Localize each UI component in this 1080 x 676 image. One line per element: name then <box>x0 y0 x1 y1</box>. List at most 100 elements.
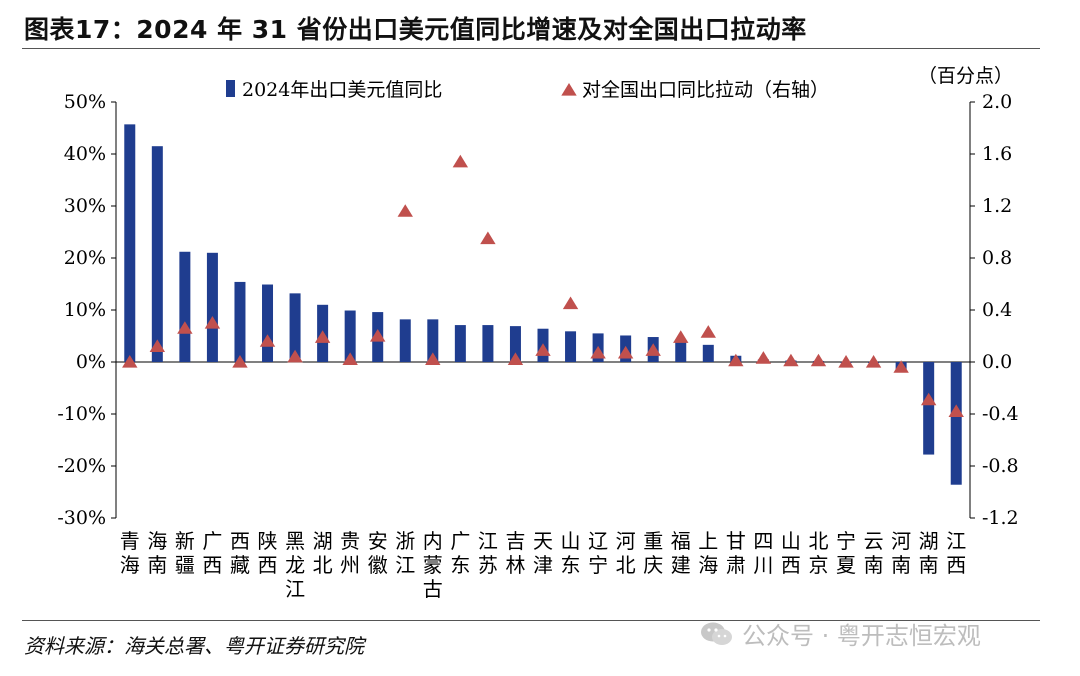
triangle-marker <box>122 355 138 368</box>
category-label: 贵州 <box>340 529 360 577</box>
category-label: 甘肃 <box>726 529 746 577</box>
triangle-marker <box>590 345 606 359</box>
category-label: 重庆 <box>643 529 663 577</box>
triangle-marker <box>755 351 772 364</box>
triangle-marker <box>783 353 799 367</box>
category-labels: 青海海南新疆广西西藏陕西黑龙江湖北贵州安徽浙江内蒙古广东江苏吉林天津山东辽宁河北… <box>120 529 966 601</box>
right-tick-label: -1.2 <box>982 507 1019 529</box>
bar <box>289 293 301 362</box>
right-tick-label: 1.6 <box>982 143 1012 165</box>
category-label: 安徽 <box>368 529 388 577</box>
category-label: 山西 <box>781 529 801 577</box>
left-tick-label: 0% <box>76 351 106 373</box>
bar <box>427 319 439 362</box>
category-label: 湖南 <box>919 529 939 577</box>
bar <box>179 251 191 362</box>
left-tick-label: 50% <box>64 91 106 113</box>
category-label: 河南 <box>891 529 911 577</box>
triangle-marker <box>232 355 248 368</box>
bars-group <box>124 124 962 485</box>
triangle-marker <box>287 349 303 363</box>
bar <box>206 252 218 362</box>
triangle-marker <box>425 352 441 365</box>
triangle-marker <box>838 355 854 368</box>
left-tick-label: 40% <box>64 143 106 165</box>
legend-bar-swatch <box>226 80 235 97</box>
legend: 2024年出口美元值同比 对全国出口同比拉动（右轴） <box>226 79 829 101</box>
left-axis-ticks: -30% -20% -10% 0% 10% 20% 30% 40% 50% <box>57 91 116 529</box>
right-tick-label: -0.4 <box>982 403 1019 425</box>
category-label: 四川 <box>753 529 773 577</box>
bar <box>124 124 136 362</box>
markers-group <box>122 154 964 417</box>
right-tick-label: -0.8 <box>982 455 1019 477</box>
category-label: 辽宁 <box>588 529 608 577</box>
bar <box>151 146 163 362</box>
legend-bar-label: 2024年出口美元值同比 <box>242 79 442 101</box>
source-note: 资料来源：海关总署、粤开证券研究院 <box>24 634 364 658</box>
right-axis-unit: （百分点） <box>918 65 1013 87</box>
triangle-marker <box>177 321 193 334</box>
source-divider <box>22 620 1040 621</box>
triangle-marker <box>673 330 689 343</box>
bar <box>950 362 962 485</box>
watermark: 公众号 · 粤开志恒宏观 <box>700 616 981 651</box>
category-label: 内蒙古 <box>423 529 443 601</box>
triangle-marker <box>370 329 386 342</box>
category-label: 江西 <box>946 529 966 577</box>
category-label: 新疆 <box>175 529 195 577</box>
triangle-marker <box>259 334 276 347</box>
bar <box>565 331 577 362</box>
triangle-marker <box>728 353 744 367</box>
watermark-text: 公众号 · 粤开志恒宏观 <box>742 622 981 650</box>
legend-marker-label: 对全国出口同比拉动（右轴） <box>582 79 829 101</box>
bar <box>262 284 274 362</box>
left-tick-label: 20% <box>64 247 106 269</box>
bar <box>482 325 494 362</box>
chart-canvas: -30% -20% -10% 0% 10% 20% 30% 40% 50% -1.2 -0.8 -0… <box>57 65 1019 601</box>
right-tick-label: 0.4 <box>982 299 1012 321</box>
left-tick-label: 30% <box>64 195 106 217</box>
legend-triangle-icon <box>561 83 577 96</box>
triangle-marker <box>204 316 221 329</box>
category-label: 青海 <box>120 529 140 577</box>
bar <box>509 326 521 362</box>
category-label: 黑龙江 <box>285 529 305 601</box>
category-label: 西藏 <box>230 529 250 577</box>
triangle-marker <box>480 231 496 245</box>
triangle-marker <box>893 360 909 373</box>
triangle-marker <box>948 404 964 417</box>
bar <box>234 281 246 362</box>
triangle-marker <box>700 325 716 338</box>
category-label: 云南 <box>864 529 884 577</box>
bar <box>702 344 714 362</box>
title-divider <box>22 48 1040 49</box>
category-label: 广西 <box>202 529 222 577</box>
triangle-marker <box>562 296 579 310</box>
triangle-marker <box>617 345 634 359</box>
wechat-icon <box>701 622 732 645</box>
category-label: 山东 <box>561 529 581 577</box>
triangle-marker <box>645 343 661 356</box>
category-label: 河北 <box>616 529 636 577</box>
triangle-marker <box>920 392 937 406</box>
triangle-marker <box>149 339 166 352</box>
bar <box>399 319 411 362</box>
triangle-marker <box>507 352 524 365</box>
left-tick-label: 10% <box>64 299 106 321</box>
triangle-marker <box>865 355 882 368</box>
category-label: 陕西 <box>258 529 278 577</box>
right-tick-label: 0.0 <box>982 351 1012 373</box>
chart-title: 图表17：2024 年 31 省份出口美元值同比增速及对全国出口拉动率 <box>24 15 807 44</box>
triangle-marker <box>314 330 331 343</box>
triangle-marker <box>397 204 413 217</box>
triangle-marker <box>452 154 469 168</box>
triangle-marker <box>535 343 551 356</box>
category-label: 福建 <box>671 529 691 577</box>
category-label: 湖北 <box>313 529 333 577</box>
left-tick-label: -30% <box>57 507 106 529</box>
bar <box>454 325 466 362</box>
category-label: 江苏 <box>478 529 498 577</box>
category-label: 宁夏 <box>836 529 856 577</box>
category-label: 吉林 <box>505 529 525 577</box>
